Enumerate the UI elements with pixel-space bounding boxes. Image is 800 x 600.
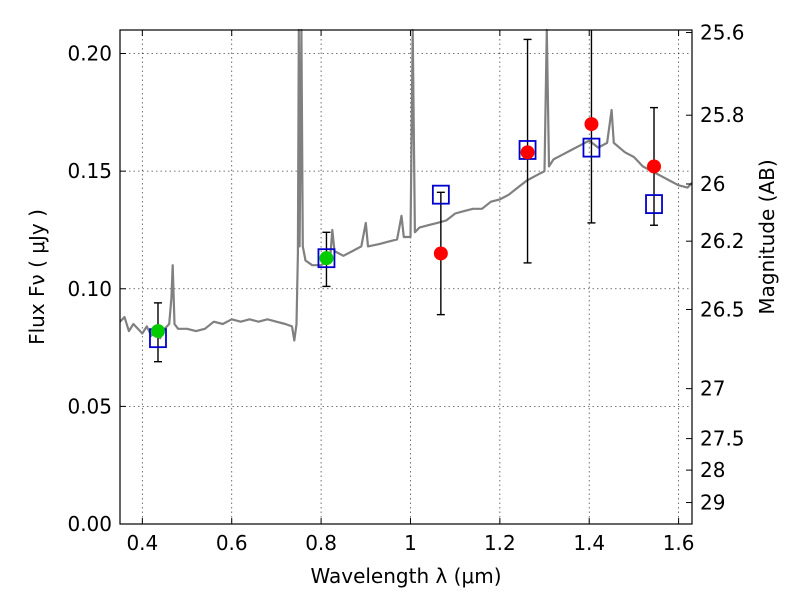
- mag-tick-label: 26.5: [700, 297, 745, 321]
- y-tick-label: 0.10: [67, 277, 112, 301]
- observed-point-red: [520, 145, 535, 160]
- model-square: [431, 184, 450, 205]
- x-tick-label: 1.2: [484, 531, 516, 555]
- model-square: [582, 137, 601, 158]
- spectrum-line: [119, 28, 693, 342]
- x-axis-ticks: 0.4 0.6 0.8 1 1.2 1.4 1.6: [126, 30, 695, 555]
- x-tick-label: 1: [404, 531, 417, 555]
- observed-point-red: [584, 117, 599, 132]
- right-axis-label: Magnitude (AB): [755, 159, 779, 314]
- template-spectrum: [119, 28, 693, 342]
- grid-lines: [120, 30, 692, 525]
- observed-point-red: [433, 246, 448, 261]
- y-tick-label: 0.00: [67, 512, 112, 536]
- observed-point-green: [150, 324, 165, 339]
- x-tick-label: 0.4: [126, 531, 158, 555]
- y-axis-ticks: 0.00 0.05 0.10 0.15 0.20: [67, 42, 126, 536]
- mag-tick-label: 25.6: [700, 21, 745, 45]
- model-points: [149, 137, 663, 349]
- x-tick-label: 0.8: [305, 531, 337, 555]
- mag-tick-label: 27.5: [700, 427, 745, 451]
- y-tick-label: 0.05: [67, 394, 112, 418]
- y-axis-label: Flux Fν ( μJy ): [25, 209, 49, 345]
- x-tick-label: 1.4: [573, 531, 605, 555]
- x-axis-label: Wavelength λ (μm): [310, 564, 501, 588]
- mag-tick-label: 27: [700, 377, 725, 401]
- y-tick-label: 0.20: [67, 42, 112, 66]
- magnitude-axis-ticks: 25.6 25.8 26 26.2 26.5 27 27.5 28 29: [686, 21, 745, 515]
- plot-frame: [119, 29, 693, 525]
- x-tick-label: 1.6: [663, 531, 695, 555]
- model-square: [645, 194, 663, 214]
- model-square: [317, 248, 336, 269]
- observed-point-green: [319, 251, 334, 266]
- mag-tick-label: 25.8: [700, 103, 745, 127]
- mag-tick-label: 29: [700, 491, 725, 515]
- mag-tick-label: 26: [700, 172, 725, 196]
- y-tick-label: 0.15: [67, 159, 112, 183]
- x-tick-label: 0.6: [216, 531, 248, 555]
- observed-points: [150, 117, 662, 339]
- observed-point-red: [647, 159, 662, 174]
- mag-tick-label: 26.2: [700, 229, 745, 253]
- error-bars: [153, 30, 659, 363]
- mag-tick-label: 28: [700, 458, 725, 482]
